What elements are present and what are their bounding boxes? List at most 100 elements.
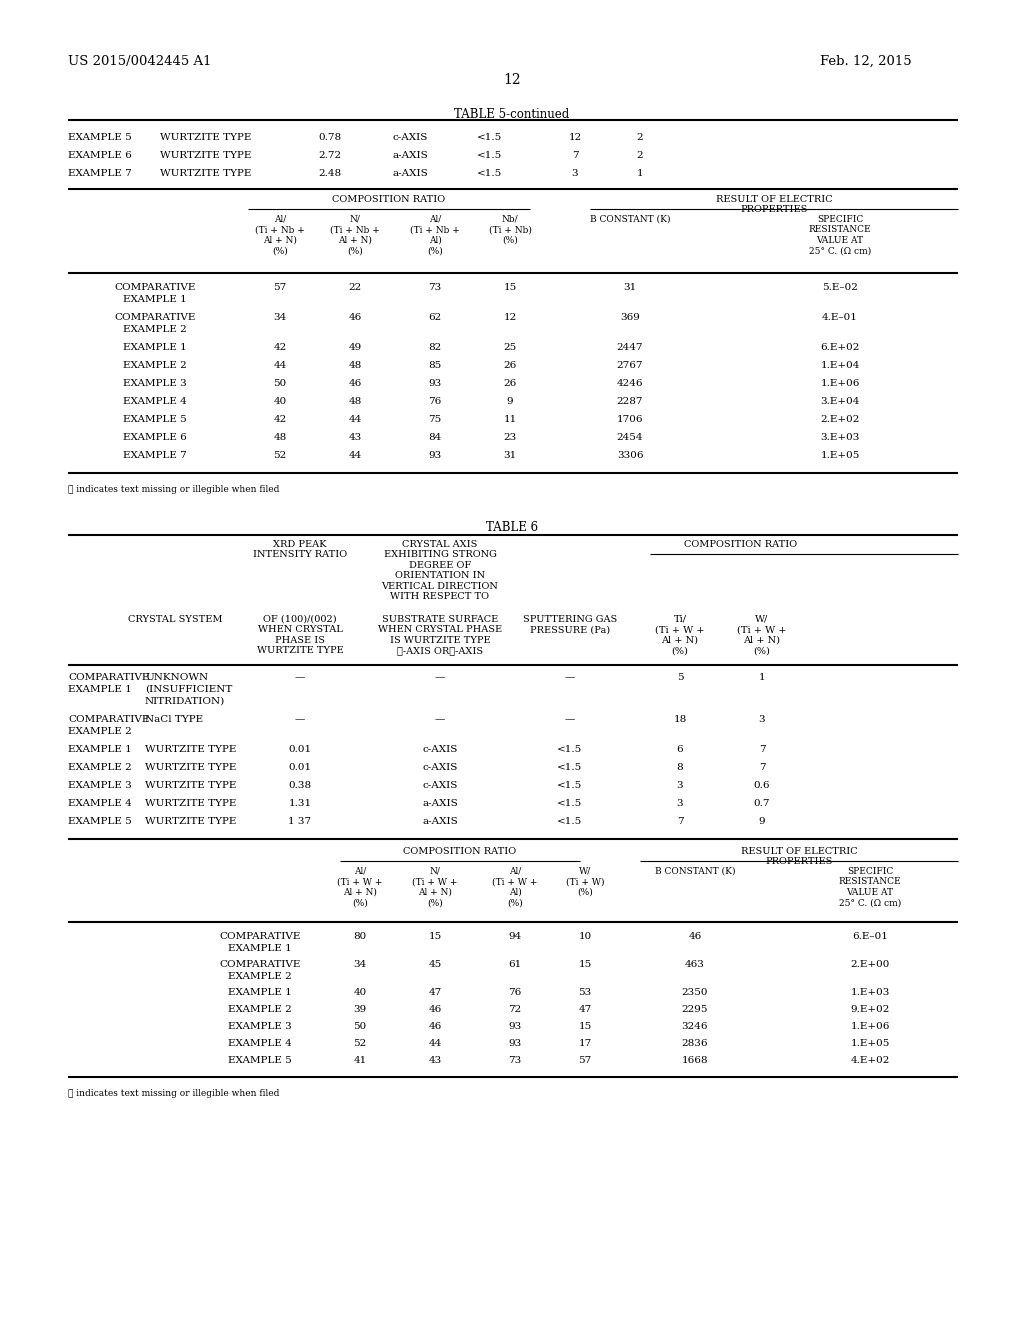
Text: a-AXIS: a-AXIS bbox=[392, 150, 428, 160]
Text: EXAMPLE 2: EXAMPLE 2 bbox=[68, 763, 132, 772]
Text: 11: 11 bbox=[504, 414, 517, 424]
Text: RESULT OF ELECTRIC
PROPERTIES: RESULT OF ELECTRIC PROPERTIES bbox=[716, 195, 833, 214]
Text: a-AXIS: a-AXIS bbox=[422, 817, 458, 826]
Text: 1: 1 bbox=[759, 673, 765, 682]
Text: 93: 93 bbox=[508, 1039, 521, 1048]
Text: 15: 15 bbox=[428, 932, 441, 941]
Text: WURTZITE TYPE: WURTZITE TYPE bbox=[145, 744, 237, 754]
Text: 39: 39 bbox=[353, 1005, 367, 1014]
Text: 0.6: 0.6 bbox=[754, 781, 770, 789]
Text: 1: 1 bbox=[637, 169, 643, 178]
Text: 48: 48 bbox=[348, 397, 361, 407]
Text: N/
(Ti + W +
Al + N)
(%): N/ (Ti + W + Al + N) (%) bbox=[413, 867, 458, 907]
Text: EXAMPLE 1: EXAMPLE 1 bbox=[68, 685, 132, 694]
Text: Ti/
(Ti + W +
Al + N)
(%): Ti/ (Ti + W + Al + N) (%) bbox=[655, 615, 705, 655]
Text: EXAMPLE 1: EXAMPLE 1 bbox=[123, 343, 186, 352]
Text: 42: 42 bbox=[273, 343, 287, 352]
Text: 7: 7 bbox=[571, 150, 579, 160]
Text: 3: 3 bbox=[677, 781, 683, 789]
Text: 46: 46 bbox=[348, 313, 361, 322]
Text: 6.E+02: 6.E+02 bbox=[820, 343, 860, 352]
Text: EXAMPLE 1: EXAMPLE 1 bbox=[68, 744, 132, 754]
Text: B CONSTANT (K): B CONSTANT (K) bbox=[590, 215, 671, 224]
Text: 1.E+04: 1.E+04 bbox=[820, 360, 860, 370]
Text: 43: 43 bbox=[348, 433, 361, 442]
Text: 18: 18 bbox=[674, 715, 687, 723]
Text: c-AXIS: c-AXIS bbox=[422, 781, 458, 789]
Text: WURTZITE TYPE: WURTZITE TYPE bbox=[145, 817, 237, 826]
Text: 0.01: 0.01 bbox=[289, 744, 311, 754]
Text: 1.E+05: 1.E+05 bbox=[850, 1039, 890, 1048]
Text: a-AXIS: a-AXIS bbox=[422, 799, 458, 808]
Text: CRYSTAL SYSTEM: CRYSTAL SYSTEM bbox=[128, 615, 222, 624]
Text: RESULT OF ELECTRIC
PROPERTIES: RESULT OF ELECTRIC PROPERTIES bbox=[740, 847, 857, 866]
Text: 93: 93 bbox=[428, 451, 441, 459]
Text: Nb/
(Ti + Nb)
(%): Nb/ (Ti + Nb) (%) bbox=[488, 215, 531, 244]
Text: SPECIFIC
RESISTANCE
VALUE AT
25° C. (Ω cm): SPECIFIC RESISTANCE VALUE AT 25° C. (Ω c… bbox=[839, 867, 901, 907]
Text: 57: 57 bbox=[273, 282, 287, 292]
Text: 6.E–01: 6.E–01 bbox=[852, 932, 888, 941]
Text: 463: 463 bbox=[685, 960, 705, 969]
Text: 72: 72 bbox=[508, 1005, 521, 1014]
Text: SPUTTERING GAS
PRESSURE (Pa): SPUTTERING GAS PRESSURE (Pa) bbox=[523, 615, 617, 635]
Text: 82: 82 bbox=[428, 343, 441, 352]
Text: 3246: 3246 bbox=[682, 1022, 709, 1031]
Text: <1.5: <1.5 bbox=[557, 744, 583, 754]
Text: 46: 46 bbox=[428, 1005, 441, 1014]
Text: 2454: 2454 bbox=[616, 433, 643, 442]
Text: 10: 10 bbox=[579, 932, 592, 941]
Text: 0.38: 0.38 bbox=[289, 781, 311, 789]
Text: COMPARATIVE: COMPARATIVE bbox=[115, 313, 196, 322]
Text: 25: 25 bbox=[504, 343, 517, 352]
Text: TABLE 6: TABLE 6 bbox=[486, 521, 538, 535]
Text: COMPARATIVE: COMPARATIVE bbox=[115, 282, 196, 292]
Text: 73: 73 bbox=[508, 1056, 521, 1065]
Text: Al/
(Ti + Nb +
Al)
(%): Al/ (Ti + Nb + Al) (%) bbox=[411, 215, 460, 255]
Text: W/
(Ti + W +
Al + N)
(%): W/ (Ti + W + Al + N) (%) bbox=[737, 615, 786, 655]
Text: COMPARATIVE: COMPARATIVE bbox=[68, 673, 150, 682]
Text: 47: 47 bbox=[428, 987, 441, 997]
Text: —: — bbox=[565, 673, 575, 682]
Text: 9.E+02: 9.E+02 bbox=[850, 1005, 890, 1014]
Text: 34: 34 bbox=[353, 960, 367, 969]
Text: EXAMPLE 2: EXAMPLE 2 bbox=[123, 360, 186, 370]
Text: 1.E+05: 1.E+05 bbox=[820, 451, 860, 459]
Text: 0.01: 0.01 bbox=[289, 763, 311, 772]
Text: XRD PEAK
INTENSITY RATIO: XRD PEAK INTENSITY RATIO bbox=[253, 540, 347, 560]
Text: 2295: 2295 bbox=[682, 1005, 709, 1014]
Text: 369: 369 bbox=[621, 313, 640, 322]
Text: 9: 9 bbox=[507, 397, 513, 407]
Text: WURTZITE TYPE: WURTZITE TYPE bbox=[145, 763, 237, 772]
Text: 31: 31 bbox=[624, 282, 637, 292]
Text: EXAMPLE 2: EXAMPLE 2 bbox=[228, 972, 292, 981]
Text: 23: 23 bbox=[504, 433, 517, 442]
Text: 52: 52 bbox=[353, 1039, 367, 1048]
Text: EXAMPLE 1: EXAMPLE 1 bbox=[123, 294, 186, 304]
Text: 4.E+02: 4.E+02 bbox=[850, 1056, 890, 1065]
Text: EXAMPLE 5: EXAMPLE 5 bbox=[123, 414, 186, 424]
Text: 1706: 1706 bbox=[616, 414, 643, 424]
Text: 3306: 3306 bbox=[616, 451, 643, 459]
Text: 7: 7 bbox=[677, 817, 683, 826]
Text: 44: 44 bbox=[428, 1039, 441, 1048]
Text: a-AXIS: a-AXIS bbox=[392, 169, 428, 178]
Text: 2350: 2350 bbox=[682, 987, 709, 997]
Text: COMPARATIVE: COMPARATIVE bbox=[68, 715, 150, 723]
Text: 1.E+06: 1.E+06 bbox=[850, 1022, 890, 1031]
Text: CRYSTAL AXIS
EXHIBITING STRONG
DEGREE OF
ORIENTATION IN
VERTICAL DIRECTION
WITH : CRYSTAL AXIS EXHIBITING STRONG DEGREE OF… bbox=[382, 540, 499, 601]
Text: ⓒ indicates text missing or illegible when filed: ⓒ indicates text missing or illegible wh… bbox=[68, 1089, 280, 1098]
Text: EXAMPLE 6: EXAMPLE 6 bbox=[68, 150, 132, 160]
Text: 80: 80 bbox=[353, 932, 367, 941]
Text: c-AXIS: c-AXIS bbox=[422, 744, 458, 754]
Text: COMPOSITION RATIO: COMPOSITION RATIO bbox=[403, 847, 516, 855]
Text: EXAMPLE 4: EXAMPLE 4 bbox=[123, 397, 186, 407]
Text: 1.E+03: 1.E+03 bbox=[850, 987, 890, 997]
Text: 44: 44 bbox=[273, 360, 287, 370]
Text: <1.5: <1.5 bbox=[557, 799, 583, 808]
Text: 2767: 2767 bbox=[616, 360, 643, 370]
Text: NaCl TYPE: NaCl TYPE bbox=[145, 715, 203, 723]
Text: N/
(Ti + Nb +
Al + N)
(%): N/ (Ti + Nb + Al + N) (%) bbox=[330, 215, 380, 255]
Text: 26: 26 bbox=[504, 379, 517, 388]
Text: 62: 62 bbox=[428, 313, 441, 322]
Text: 15: 15 bbox=[579, 960, 592, 969]
